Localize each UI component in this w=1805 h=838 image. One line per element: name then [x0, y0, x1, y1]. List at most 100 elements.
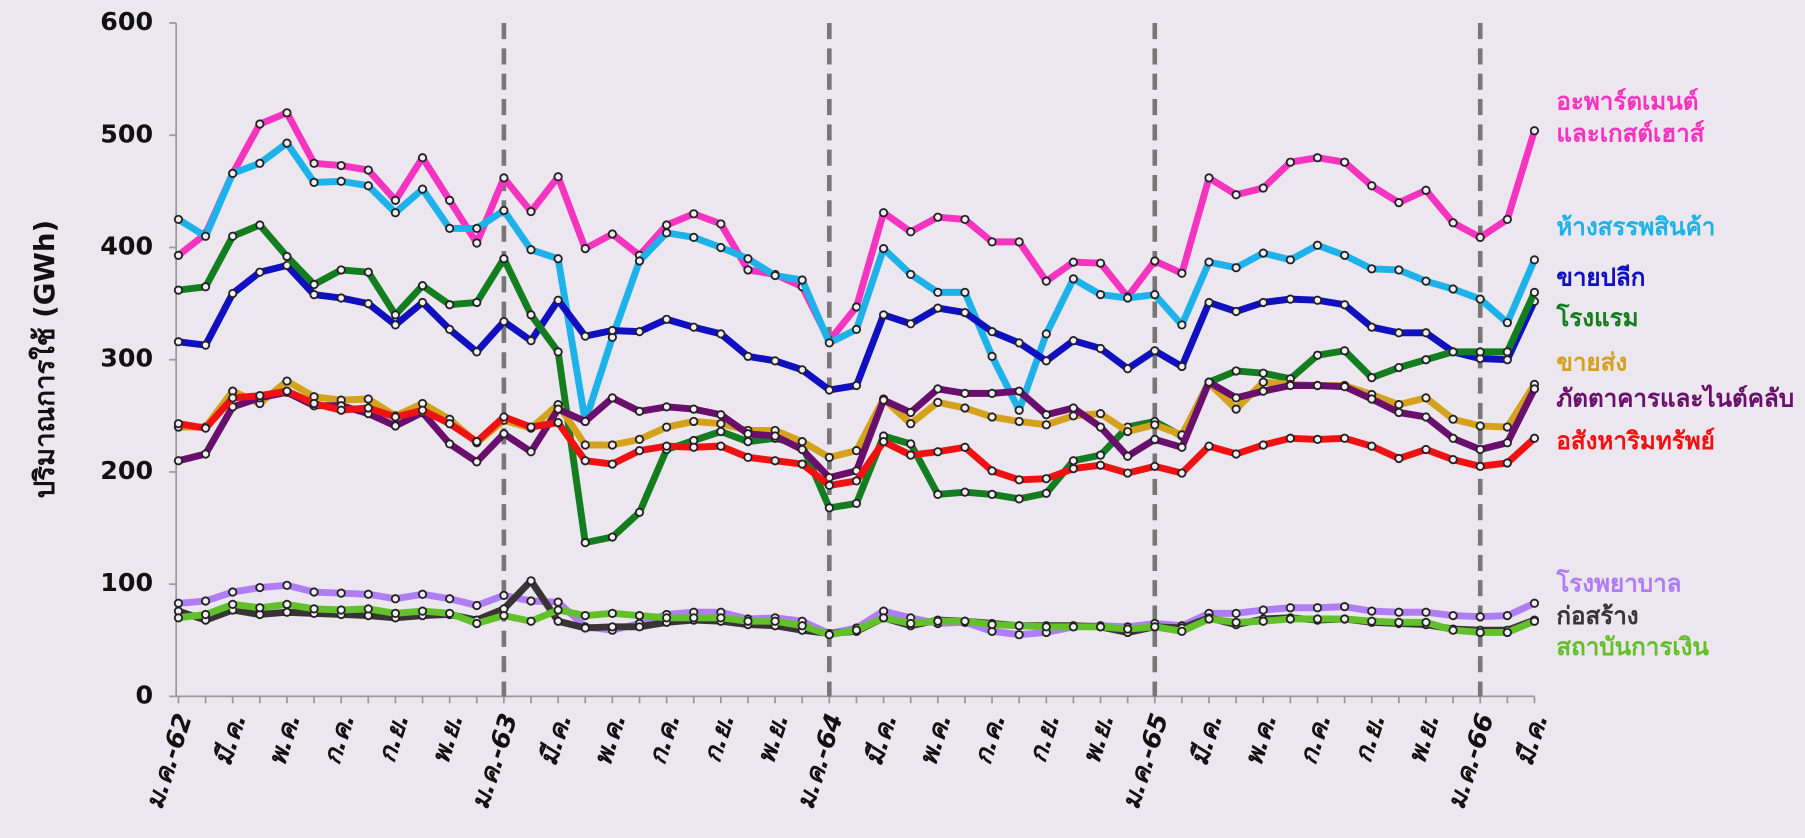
data-point — [1231, 366, 1241, 376]
data-point — [1340, 382, 1350, 392]
data-point — [1312, 240, 1323, 250]
data-point — [662, 228, 672, 238]
data-point — [634, 507, 645, 517]
data-point — [1448, 284, 1458, 294]
data-point — [1312, 350, 1323, 360]
data-point — [255, 391, 265, 401]
data-point — [363, 181, 373, 191]
data-point — [390, 208, 401, 218]
data-point — [390, 320, 401, 330]
data-point — [987, 388, 997, 398]
data-point — [1340, 157, 1350, 167]
data-point — [309, 177, 319, 187]
data-point — [1448, 433, 1458, 443]
data-point — [1041, 276, 1051, 286]
data-point — [173, 456, 184, 466]
data-point — [173, 337, 184, 347]
data-point — [797, 444, 807, 455]
data-point — [1421, 412, 1431, 422]
data-point — [1340, 300, 1350, 310]
x-tick-label: พ.ย. — [1076, 710, 1120, 768]
data-point — [933, 489, 943, 500]
data-point — [1312, 603, 1323, 613]
data-point — [363, 604, 373, 614]
data-point — [933, 384, 943, 394]
data-point — [906, 450, 916, 460]
data-point — [1421, 393, 1431, 403]
data-point — [472, 618, 482, 629]
data-point — [526, 616, 536, 626]
data-point — [1529, 384, 1540, 394]
data-point — [1394, 265, 1404, 275]
data-point — [363, 394, 373, 404]
data-point — [1095, 408, 1106, 419]
data-point — [1041, 356, 1051, 366]
data-point — [1285, 433, 1295, 443]
data-point — [1095, 450, 1106, 460]
data-point — [580, 456, 590, 466]
data-point — [743, 452, 753, 462]
data-point — [933, 287, 943, 297]
data-point — [1421, 355, 1431, 365]
data-point — [824, 338, 834, 348]
data-point — [1529, 126, 1540, 136]
x-tick-label: ก.ย. — [371, 710, 415, 766]
data-point — [228, 168, 238, 179]
data-point — [445, 419, 455, 429]
data-point — [1448, 611, 1458, 621]
data-point — [662, 402, 672, 412]
data-point — [878, 208, 889, 218]
legend-entry: ขายส่ง — [1556, 349, 1627, 377]
data-point — [906, 618, 916, 629]
data-point — [1475, 612, 1485, 622]
data-point — [445, 300, 455, 310]
data-point — [1502, 214, 1512, 225]
data-point — [1095, 343, 1106, 354]
data-point — [1014, 475, 1024, 485]
x-tick-label: มี.ค. — [207, 710, 252, 770]
data-point — [987, 489, 997, 500]
data-point — [1014, 405, 1024, 415]
data-point — [1258, 297, 1268, 308]
x-tick-label: พ.ค. — [261, 710, 306, 770]
data-point — [1475, 444, 1485, 455]
data-point — [1204, 614, 1214, 624]
data-point — [689, 322, 699, 332]
y-tick-label: 100 — [100, 567, 153, 597]
data-point — [1529, 598, 1540, 608]
data-point — [1095, 258, 1106, 268]
data-point — [1150, 420, 1160, 430]
data-point — [553, 597, 563, 607]
data-point — [1448, 347, 1458, 357]
data-point — [282, 260, 292, 271]
data-point — [689, 416, 699, 427]
data-point — [1150, 434, 1160, 445]
x-tick-label: ก.ย. — [1347, 710, 1391, 766]
data-point — [743, 351, 753, 361]
data-point — [743, 254, 753, 264]
data-point — [1312, 153, 1323, 163]
data-point — [390, 412, 401, 422]
data-point — [1475, 347, 1485, 357]
data-point — [1123, 293, 1133, 303]
data-point — [173, 214, 184, 225]
data-point — [1421, 607, 1431, 617]
data-point — [417, 153, 428, 163]
legend-entry: โรงพยาบาล — [1556, 570, 1681, 598]
data-point — [1502, 627, 1512, 638]
data-point — [526, 310, 536, 320]
data-point — [797, 275, 807, 285]
data-point — [716, 242, 726, 253]
data-point — [1231, 393, 1241, 403]
data-point — [282, 386, 292, 396]
data-point — [851, 476, 862, 486]
data-point — [960, 388, 970, 398]
x-tick-label: ก.ค. — [316, 710, 360, 768]
data-point — [797, 621, 807, 631]
data-point — [716, 219, 726, 229]
data-point — [933, 397, 943, 407]
data-point — [1041, 622, 1051, 632]
data-point — [1475, 232, 1485, 242]
data-point — [1285, 603, 1295, 613]
data-point — [255, 603, 265, 613]
